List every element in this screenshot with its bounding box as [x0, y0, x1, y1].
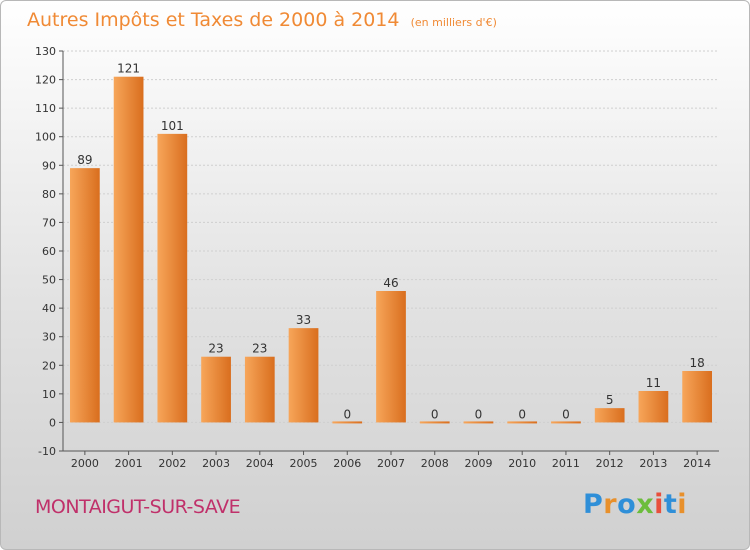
data-label: 23: [252, 342, 267, 356]
bar: [638, 391, 669, 423]
y-tick-label: 120: [35, 74, 56, 87]
data-label: 0: [343, 407, 351, 421]
x-tick-label: 2008: [421, 457, 449, 470]
data-label: 0: [518, 407, 526, 421]
bar: [463, 421, 494, 424]
y-tick-label: 60: [42, 245, 56, 258]
chart-subtitle: (en milliers d'€): [410, 16, 497, 29]
x-tick-label: 2012: [596, 457, 624, 470]
bar: [682, 371, 713, 423]
y-tick-label: 10: [42, 388, 56, 401]
x-tick-label: 2011: [552, 457, 580, 470]
y-tick-label: -10: [38, 445, 56, 458]
logo-letter: o: [617, 489, 637, 520]
y-tick-label: 70: [42, 216, 56, 229]
bar: [244, 356, 275, 423]
data-label: 0: [562, 407, 570, 421]
bar: [419, 421, 450, 424]
title-row: Autres Impôts et Taxes de 2000 à 2014 (e…: [27, 9, 497, 31]
x-tick-label: 2005: [290, 457, 318, 470]
x-tick-label: 2000: [71, 457, 99, 470]
data-label: 5: [606, 393, 614, 407]
logo-letter: r: [603, 489, 618, 520]
bar-chart: -100102030405060708090100110120130892000…: [35, 45, 719, 470]
data-label: 89: [77, 153, 92, 167]
data-label: 11: [646, 376, 661, 390]
data-label: 46: [383, 276, 398, 290]
x-tick-label: 2006: [333, 457, 361, 470]
x-tick-label: 2003: [202, 457, 230, 470]
logo-letter: i: [654, 489, 664, 520]
y-tick-label: 50: [42, 274, 56, 287]
x-tick-label: 2010: [508, 457, 536, 470]
data-label: 121: [117, 62, 140, 76]
y-tick-label: 80: [42, 188, 56, 201]
x-tick-label: 2001: [115, 457, 143, 470]
y-tick-label: 90: [42, 159, 56, 172]
y-tick-label: 130: [35, 45, 56, 58]
bar: [376, 291, 406, 423]
logo-letter: t: [663, 489, 678, 520]
logo-letter: P: [583, 489, 604, 520]
data-label: 33: [296, 313, 311, 327]
chart-title: Autres Impôts et Taxes de 2000 à 2014: [27, 9, 400, 31]
bar: [201, 356, 231, 423]
y-tick-label: 20: [42, 359, 56, 372]
x-tick-label: 2002: [158, 457, 186, 470]
bar: [551, 421, 581, 424]
data-label: 18: [689, 356, 704, 370]
x-tick-label: 2013: [639, 457, 667, 470]
x-tick-label: 2009: [464, 457, 492, 470]
bar: [113, 76, 144, 423]
x-tick-label: 2014: [683, 457, 711, 470]
bar: [157, 133, 188, 423]
y-tick-label: 100: [35, 131, 56, 144]
y-tick-label: 110: [35, 102, 56, 115]
y-tick-label: 0: [49, 416, 56, 429]
data-label: 0: [475, 407, 483, 421]
x-tick-label: 2004: [246, 457, 274, 470]
y-tick-label: 30: [42, 331, 56, 344]
bar: [288, 328, 319, 423]
data-label: 101: [161, 119, 184, 133]
bar: [594, 408, 625, 423]
logo-letter: x: [636, 489, 655, 520]
data-label: 23: [208, 342, 223, 356]
bar: [69, 168, 100, 423]
commune-name: MONTAIGUT-SUR-SAVE: [35, 496, 241, 518]
bar: [332, 421, 363, 424]
bar: [507, 421, 538, 424]
data-label: 0: [431, 407, 439, 421]
y-tick-label: 40: [42, 302, 56, 315]
proxiti-logo[interactable]: Proxiti: [583, 489, 687, 520]
logo-letter: i: [677, 489, 688, 520]
x-tick-label: 2007: [377, 457, 405, 470]
